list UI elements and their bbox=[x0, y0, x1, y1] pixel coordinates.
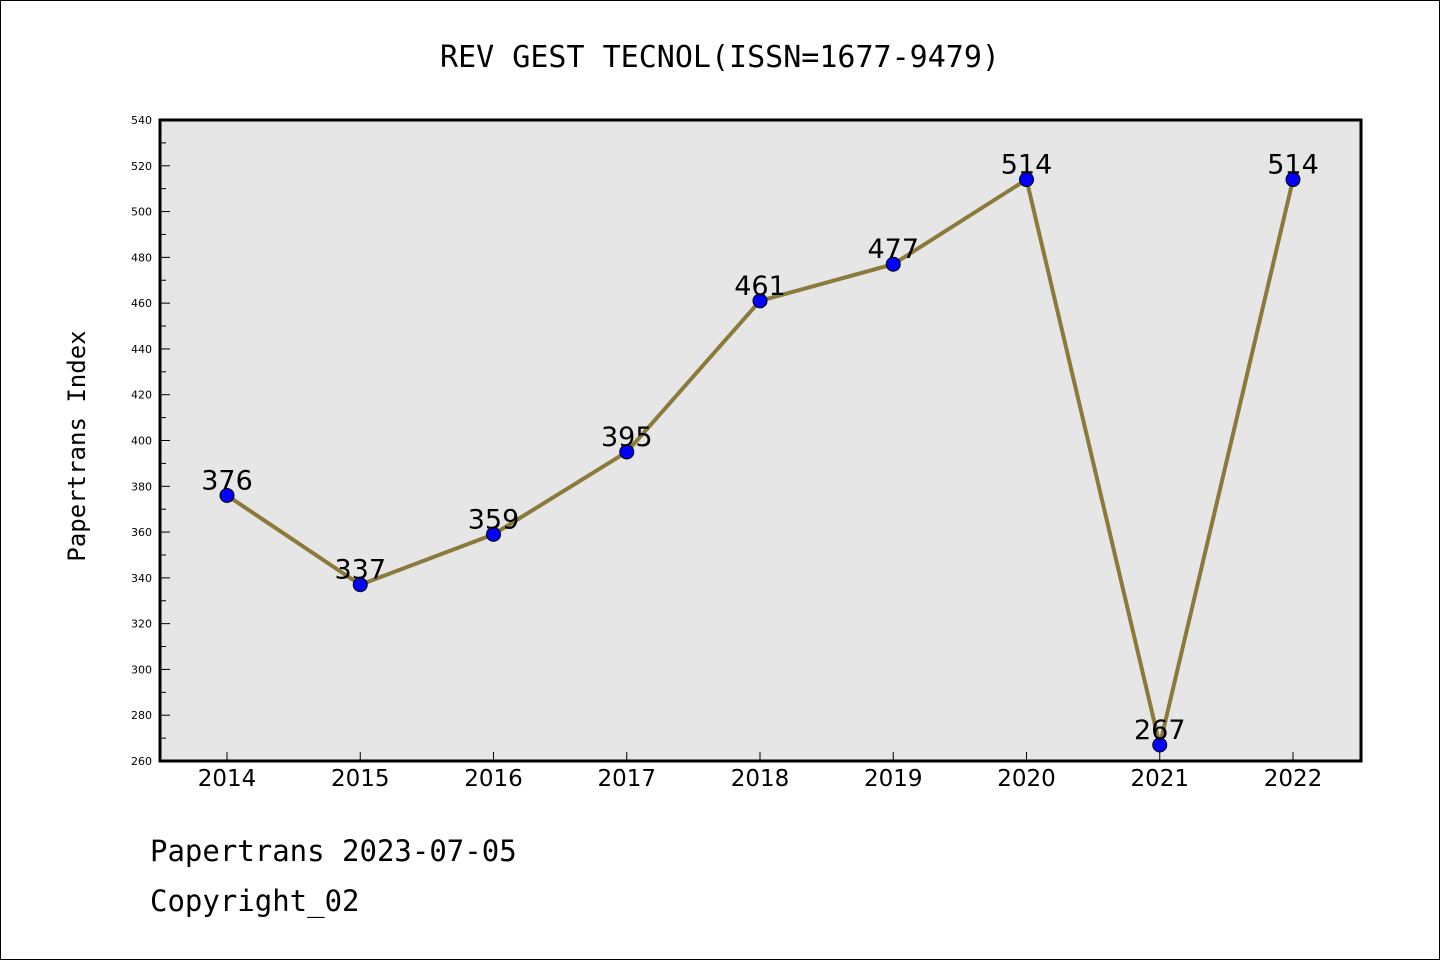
data-label: 376 bbox=[201, 465, 253, 496]
data-point bbox=[752, 293, 768, 309]
x-tick-label: 2017 bbox=[597, 766, 656, 792]
y-tick-label: 360 bbox=[131, 526, 152, 539]
data-point bbox=[352, 577, 368, 593]
y-axis: 260 280 300 320 340 360 380 400 420 440 460 480 500 5… bbox=[131, 114, 170, 768]
y-tick-label: 520 bbox=[131, 160, 152, 173]
data-point bbox=[1152, 737, 1168, 753]
x-tick-label: 2016 bbox=[464, 766, 523, 792]
y-tick-label: 500 bbox=[131, 206, 152, 219]
data-point bbox=[1019, 172, 1034, 188]
x-tick-label: 2020 bbox=[997, 766, 1056, 792]
data-point bbox=[219, 487, 235, 503]
plot-area bbox=[158, 118, 1363, 763]
x-tick-label: 2015 bbox=[331, 766, 390, 792]
y-tick-label: 540 bbox=[131, 114, 152, 127]
x-tick-label: 2022 bbox=[1264, 766, 1323, 792]
y-tick-label: 260 bbox=[131, 755, 152, 768]
data-label: 337 bbox=[334, 555, 386, 586]
data-labels: 376 337 359 395 461 477 514 267 514 bbox=[201, 150, 1319, 746]
data-point bbox=[486, 526, 501, 542]
y-tick-label: 460 bbox=[131, 297, 152, 310]
y-tick-label: 420 bbox=[131, 389, 152, 402]
data-series bbox=[219, 172, 1301, 753]
y-tick-label: 380 bbox=[131, 480, 152, 493]
footer-date: Papertrans 2023-07-05 bbox=[150, 834, 517, 868]
data-label: 267 bbox=[1134, 715, 1186, 746]
y-tick-label: 400 bbox=[131, 435, 152, 448]
data-label: 477 bbox=[867, 234, 919, 265]
data-point bbox=[885, 256, 901, 272]
x-axis: 2014 2015 2016 2017 2018 2019 2020 2021 2022 bbox=[198, 752, 1323, 792]
data-label: 359 bbox=[468, 504, 520, 535]
y-tick-label: 340 bbox=[131, 572, 152, 585]
x-tick-label: 2021 bbox=[1130, 766, 1189, 792]
x-tick-label: 2014 bbox=[198, 766, 257, 792]
y-tick-label: 280 bbox=[131, 709, 152, 722]
chart-title: REV GEST TECNOL(ISSN=1677-9479) bbox=[440, 40, 1000, 75]
x-tick-label: 2018 bbox=[731, 766, 790, 792]
y-axis-label: Papertrans Index bbox=[63, 330, 91, 561]
x-tick-label: 2019 bbox=[864, 766, 923, 792]
data-label: 514 bbox=[1267, 150, 1319, 181]
y-tick-label: 320 bbox=[131, 618, 152, 631]
data-label: 395 bbox=[601, 422, 653, 453]
data-point bbox=[1285, 172, 1301, 188]
data-label: 461 bbox=[734, 271, 786, 302]
footer-copyright: Copyright_02 bbox=[150, 884, 360, 918]
data-label: 514 bbox=[1001, 150, 1053, 181]
y-tick-label: 480 bbox=[131, 251, 152, 264]
data-point bbox=[619, 444, 635, 460]
y-tick-label: 440 bbox=[131, 343, 152, 356]
y-tick-label: 300 bbox=[131, 663, 152, 676]
